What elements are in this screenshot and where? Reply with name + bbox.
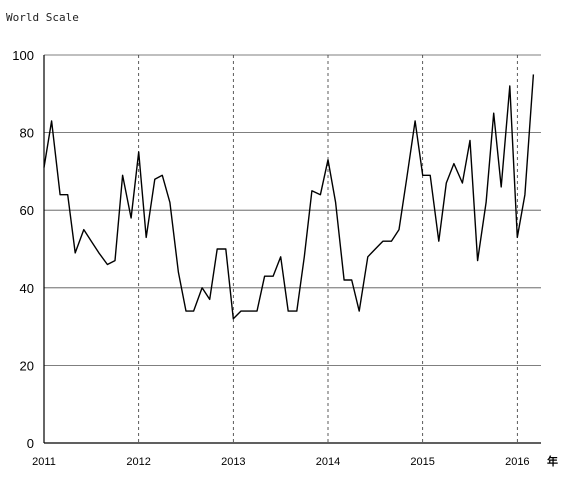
axes: [43, 55, 541, 444]
y-tick-label: 60: [20, 203, 34, 218]
x-tick-label: 2013: [221, 456, 245, 468]
x-tick-label: 2011: [32, 456, 56, 468]
x-tick-label: 2015: [410, 456, 434, 468]
x-tick-label: 2012: [126, 456, 150, 468]
y-tick-label: 40: [20, 281, 34, 296]
series-line: [43, 74, 535, 320]
y-tick-label: 0: [27, 436, 34, 451]
x-tick-label: 2016: [505, 456, 529, 468]
x-tick-labels: 2011 2012 2013 2014 2015 2016: [32, 456, 529, 468]
y-tick-label: 80: [20, 126, 34, 141]
x-tick-label: 2014: [316, 456, 340, 468]
y-tick-label: 20: [20, 358, 34, 373]
y-tick-label: 100: [12, 48, 34, 63]
grid: [44, 54, 541, 443]
x-axis-unit-mark: 年: [547, 454, 558, 468]
y-tick-labels: 0 20 40 60 80 100: [12, 48, 34, 451]
series: [43, 74, 535, 320]
y-axis-title: World Scale: [6, 11, 79, 24]
